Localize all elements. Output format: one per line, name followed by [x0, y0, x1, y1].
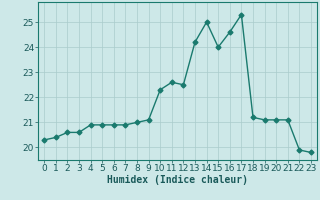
X-axis label: Humidex (Indice chaleur): Humidex (Indice chaleur): [107, 175, 248, 185]
